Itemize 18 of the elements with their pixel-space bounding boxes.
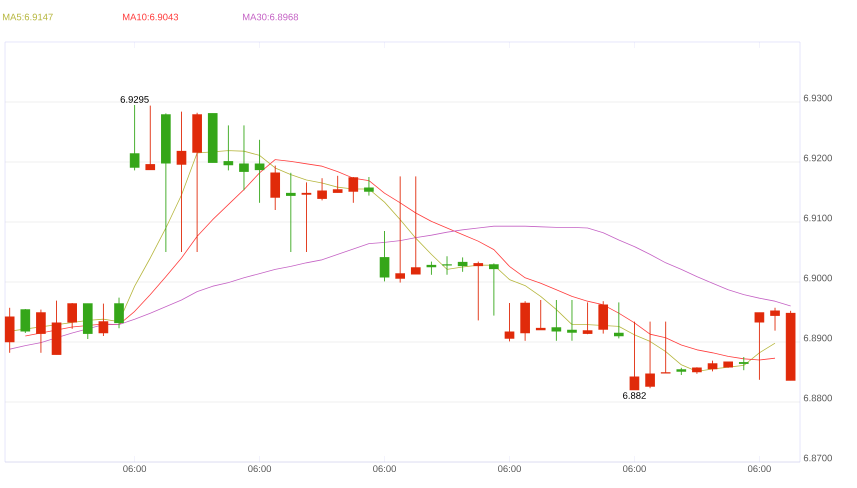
text: MA30:6.8968 [242, 14, 298, 20]
x-tick-label: 06:00 [622, 465, 646, 472]
annotation: 6.882 [623, 392, 646, 399]
y-tick-label: 6.8700 [804, 454, 832, 462]
y-tick-label: 6.8800 [804, 394, 832, 402]
y-tick-label: 6.9100 [804, 214, 832, 222]
x-tick-label: 06:00 [373, 465, 396, 472]
x-tick-label: 06:00 [248, 465, 272, 472]
annotation: 6.9295 [120, 96, 149, 103]
y-tick-label: 6.9300 [804, 94, 832, 102]
x-tick-label: 06:00 [498, 465, 521, 472]
text: MA5:6.9147 [2, 14, 53, 20]
y-tick-label: 6.8900 [804, 334, 832, 342]
y-tick-label: 6.9200 [804, 154, 832, 162]
text: MA10:6.9043 [122, 14, 178, 20]
x-tick-label: 06:00 [123, 465, 146, 472]
y-tick-label: 6.9000 [804, 274, 832, 282]
x-tick-label: 06:00 [748, 465, 771, 472]
